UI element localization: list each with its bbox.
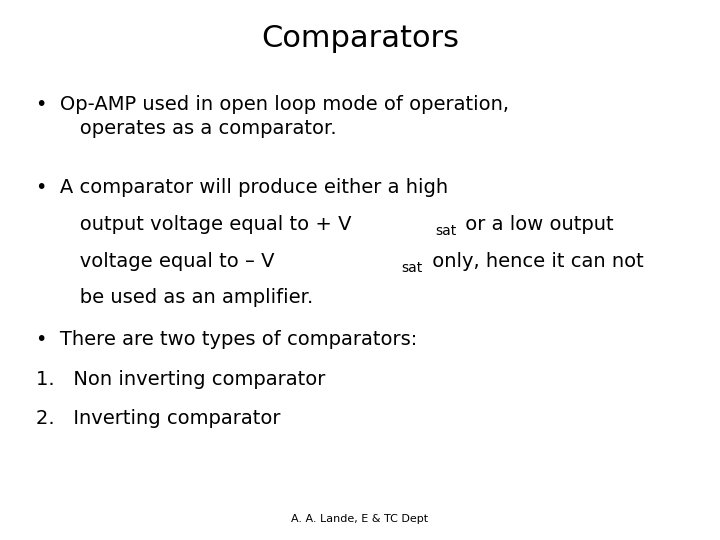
Text: sat: sat [402, 261, 423, 275]
Text: 2.   Inverting comparator: 2. Inverting comparator [36, 409, 281, 428]
Text: only, hence it can not: only, hence it can not [426, 252, 644, 271]
Text: A. A. Lande, E & TC Dept: A. A. Lande, E & TC Dept [292, 514, 428, 524]
Text: output voltage equal to + V: output voltage equal to + V [36, 215, 351, 234]
Text: sat: sat [435, 224, 456, 238]
Text: 1.   Non inverting comparator: 1. Non inverting comparator [36, 370, 325, 389]
Text: •  There are two types of comparators:: • There are two types of comparators: [36, 330, 418, 349]
Text: or a low output: or a low output [459, 215, 614, 234]
Text: voltage equal to – V: voltage equal to – V [36, 252, 274, 271]
Text: be used as an amplifier.: be used as an amplifier. [36, 288, 313, 307]
Text: •  A comparator will produce either a high: • A comparator will produce either a hig… [36, 178, 448, 197]
Text: •  Op-AMP used in open loop mode of operation,
       operates as a comparator.: • Op-AMP used in open loop mode of opera… [36, 94, 509, 138]
Text: Comparators: Comparators [261, 24, 459, 53]
